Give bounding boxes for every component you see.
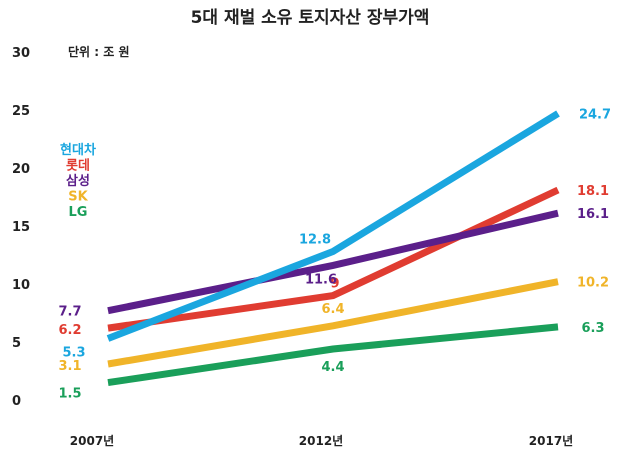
data-label: 5.3 (62, 346, 85, 361)
data-label: 3.1 (58, 359, 81, 374)
data-label: 9 (330, 277, 339, 292)
data-label: 11.6 (305, 272, 337, 287)
y-tick-label: 10 (12, 278, 30, 293)
series-line-3 (107, 278, 559, 368)
data-label: 18.1 (577, 184, 609, 199)
data-labels: 5.3 12.8 24.7 6.2 9 18.1 7.7 11.6 16.1 3.1 6.4 10.2… (58, 107, 611, 401)
y-tick-label: 30 (12, 46, 30, 61)
data-label: 4.4 (321, 360, 344, 375)
data-label: 12.8 (299, 233, 331, 248)
y-tick-label: 15 (12, 220, 30, 235)
legend-item: SK (68, 190, 88, 205)
data-label: 7.7 (58, 305, 81, 320)
x-tick-label: 2012년 (299, 434, 343, 448)
series-line-4 (107, 323, 559, 387)
series-line-0 (106, 110, 560, 342)
data-label: 24.7 (579, 107, 611, 122)
legend-item: LG (69, 205, 88, 220)
chart-title: 5대 재벌 소유 토지자산 장부가액 (191, 8, 430, 28)
series-line-1 (107, 186, 560, 332)
legend-item: 삼성 (66, 173, 90, 189)
legend-item: 롯데 (66, 159, 90, 174)
x-axis: 2007년 2012년 2017년 (70, 434, 573, 448)
data-label: 16.1 (577, 207, 609, 222)
data-label: 6.2 (58, 323, 81, 338)
y-tick-label: 20 (12, 162, 30, 177)
series-lines (106, 110, 560, 387)
y-tick-label: 5 (12, 336, 21, 351)
data-label: 6.4 (321, 302, 344, 317)
unit-label: 단위 : 조 원 (68, 44, 130, 59)
y-tick-label: 0 (12, 394, 21, 409)
data-label: 1.5 (58, 387, 81, 402)
y-axis: 0 5 10 15 20 25 30 (12, 46, 30, 409)
x-tick-label: 2007년 (70, 434, 114, 448)
legend-item: 현대차 (60, 142, 96, 158)
y-tick-label: 25 (12, 104, 30, 119)
data-label: 6.3 (581, 321, 604, 336)
data-label: 10.2 (577, 276, 609, 291)
x-tick-label: 2017년 (529, 434, 573, 448)
series-line-2 (107, 209, 559, 315)
